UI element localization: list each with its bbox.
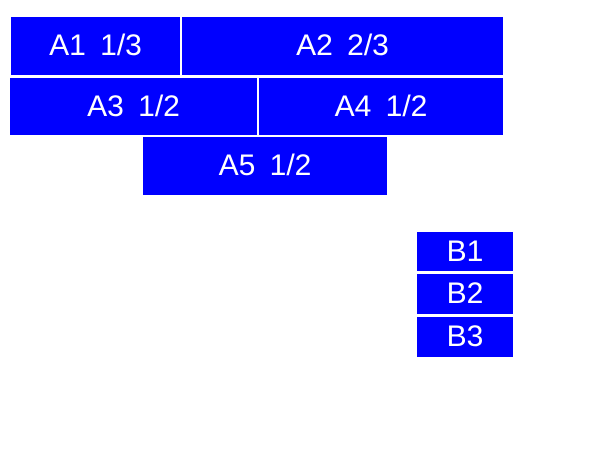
block-b1-label: B1	[446, 234, 484, 268]
block-b2-label: B2	[446, 277, 484, 310]
block-b3: B3	[417, 317, 513, 357]
block-a3-label: A3 1/2	[87, 89, 180, 123]
block-a1: A1 1/3	[11, 17, 180, 75]
block-b3-label: B3	[446, 320, 484, 353]
block-a4: A4 1/2	[259, 78, 503, 135]
block-a2-label: A2 2/3	[296, 29, 389, 62]
block-b1: B1	[417, 232, 513, 271]
block-a3: A3 1/2	[10, 78, 257, 135]
block-a4-label: A4 1/2	[334, 89, 428, 123]
block-a2: A2 2/3	[182, 17, 503, 75]
block-a5: A5 1/2	[143, 137, 387, 195]
block-b2: B2	[417, 274, 513, 314]
block-a1-label: A1 1/3	[49, 29, 142, 62]
block-a5-label: A5 1/2	[218, 149, 312, 182]
